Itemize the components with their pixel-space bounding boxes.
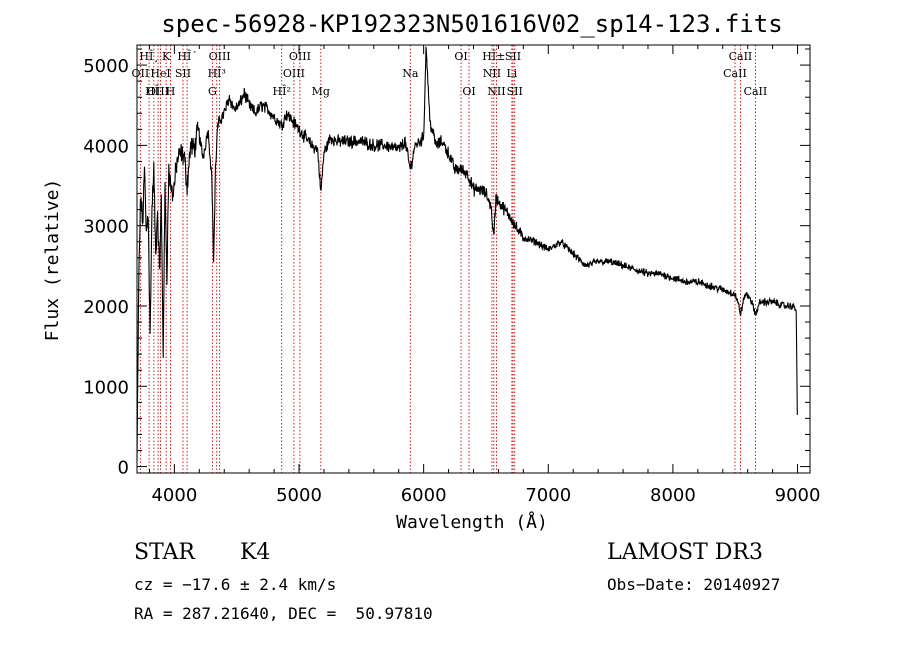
line-label: HÎ´ bbox=[177, 49, 196, 63]
coordinates-readout: RA = 287.21640, DEC = 50.97810 bbox=[134, 604, 433, 623]
x-tick-label: 9000 bbox=[775, 485, 821, 506]
x-tick-label: 7000 bbox=[525, 485, 571, 506]
line-label: CaII bbox=[723, 67, 747, 80]
x-axis-label: Wavelength (Å) bbox=[396, 511, 548, 533]
line-label: SII bbox=[175, 67, 191, 80]
x-tick-label: 6000 bbox=[401, 485, 447, 506]
line-label: H bbox=[166, 85, 176, 98]
x-tick-label: 8000 bbox=[650, 485, 696, 506]
line-label: HÎ² bbox=[273, 84, 291, 98]
line-label: Na bbox=[402, 67, 419, 80]
line-label: SII bbox=[507, 85, 523, 98]
line-label: NII bbox=[483, 67, 501, 80]
chart-title: spec-56928-KP192323N501616V02_sp14-123.f… bbox=[161, 10, 782, 38]
spectral-line-labels: HÎ¸ OII OIII K HeI HÎ· H SII HÎ´ OIII HÎ³ G OIII OIII… bbox=[132, 49, 768, 98]
line-label: OI bbox=[462, 85, 475, 98]
flux-series-line bbox=[136, 46, 798, 462]
y-tick-label: 4000 bbox=[83, 136, 129, 157]
survey-name: LAMOST DR3 bbox=[607, 540, 763, 565]
line-label: HeI bbox=[150, 67, 170, 80]
x-tick-label: 4000 bbox=[151, 485, 197, 506]
observation-date: Obs−Date: 20140927 bbox=[607, 575, 781, 594]
y-tick-label: 5000 bbox=[83, 56, 129, 77]
y-axis-ticks: 0 1000 2000 3000 4000 5000 bbox=[83, 48, 810, 479]
line-label: OIII bbox=[147, 85, 169, 98]
line-label: Mg bbox=[312, 85, 330, 98]
line-label: NII bbox=[487, 85, 505, 98]
x-axis-ticks: 4000 5000 6000 7000 8000 9000 bbox=[148, 45, 821, 506]
line-label: OIII bbox=[289, 50, 311, 63]
line-label: SII bbox=[505, 50, 521, 63]
line-label: OII bbox=[132, 67, 150, 80]
redshift-readout: cz = −17.6 ± 2.4 km/s bbox=[134, 575, 337, 594]
line-label: HÎ¸ bbox=[139, 49, 158, 63]
line-label: OI bbox=[454, 50, 467, 63]
line-label: HÎ± bbox=[482, 49, 505, 63]
line-label: OIII bbox=[283, 67, 305, 80]
line-label: HÎ³ bbox=[208, 66, 226, 80]
y-tick-label: 3000 bbox=[83, 217, 129, 238]
line-label: K bbox=[162, 50, 171, 63]
object-class: STAR bbox=[134, 540, 195, 565]
line-label: OIII bbox=[209, 50, 231, 63]
y-axis-label: Flux (relative) bbox=[42, 179, 63, 342]
spectral-line-markers bbox=[139, 45, 756, 473]
line-label: CaII bbox=[744, 85, 768, 98]
y-tick-label: 1000 bbox=[83, 377, 129, 398]
x-tick-label: 5000 bbox=[276, 485, 322, 506]
line-label: G bbox=[208, 85, 217, 98]
line-label: HÎ· bbox=[145, 84, 162, 98]
y-tick-label: 0 bbox=[118, 458, 129, 479]
line-label: Li bbox=[506, 67, 517, 80]
object-subclass: K4 bbox=[240, 540, 271, 565]
y-tick-label: 2000 bbox=[83, 297, 129, 318]
line-label: CaII bbox=[729, 50, 753, 63]
